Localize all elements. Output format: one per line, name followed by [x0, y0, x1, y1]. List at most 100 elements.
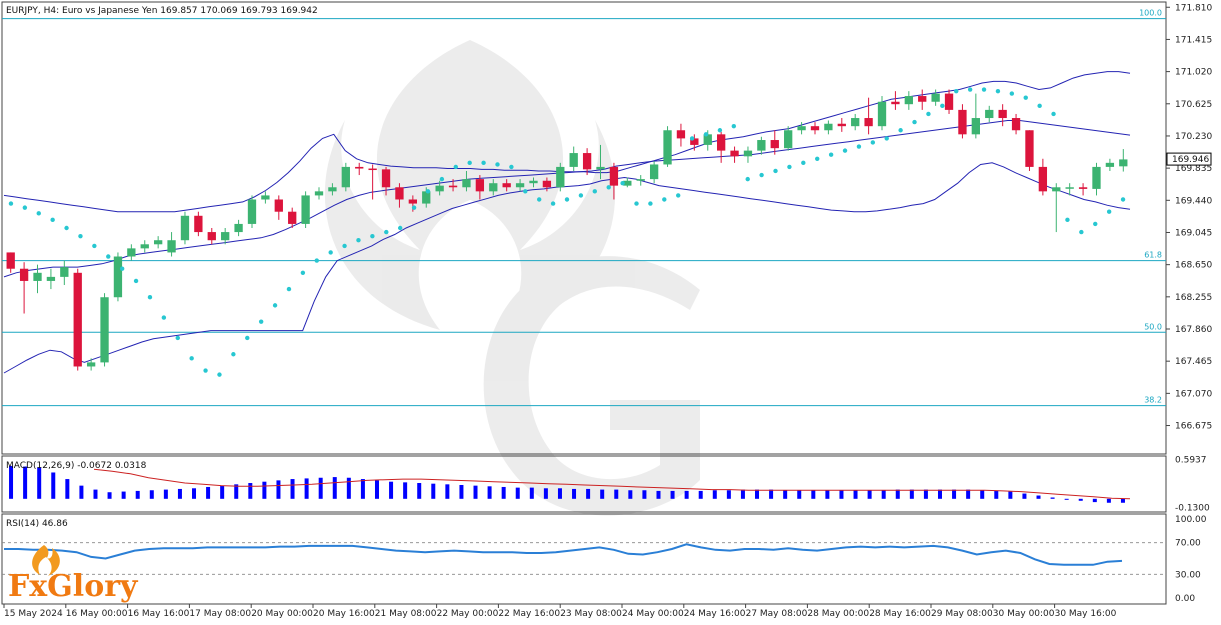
- candle: [1119, 149, 1128, 172]
- candle: [1078, 183, 1088, 196]
- candle: [448, 179, 458, 192]
- candle-body: [958, 109, 967, 135]
- macd-tick-label: 0.5937: [1175, 456, 1207, 466]
- macd-bar: [177, 488, 182, 499]
- rsi-title: RSI(14) 46.86: [6, 519, 68, 529]
- macd-bar: [952, 489, 957, 499]
- macd-bar: [65, 479, 70, 499]
- candle-body: [1038, 166, 1048, 192]
- candle: [851, 113, 860, 131]
- candle-body: [730, 150, 739, 157]
- sar-dot: [745, 176, 750, 182]
- fxglory-logo: FxGlory: [8, 545, 139, 604]
- candle-body: [569, 153, 578, 167]
- sar-dot: [592, 189, 598, 194]
- time-tick-label: 16 May 00:00: [66, 609, 128, 619]
- candle: [167, 232, 176, 257]
- macd-bar: [23, 466, 28, 499]
- sar-dot: [8, 201, 14, 206]
- candle-body: [395, 187, 404, 200]
- candle: [971, 93, 981, 139]
- price-tick-label: 169.045: [1175, 228, 1212, 238]
- macd-bar: [346, 477, 351, 499]
- macd-bar: [431, 483, 436, 499]
- sar-dot: [884, 136, 889, 141]
- candle-body: [1052, 187, 1061, 192]
- sar-dot: [995, 88, 1001, 94]
- candle: [944, 89, 954, 114]
- sar-dot: [92, 243, 97, 249]
- candle-body: [1119, 159, 1128, 167]
- time-tick-label: 28 May 00:00: [807, 609, 869, 619]
- candle-body: [247, 199, 257, 224]
- sar-dot: [258, 319, 264, 324]
- sar-dot: [759, 172, 764, 178]
- candle-body: [127, 248, 136, 257]
- macd-bar: [684, 490, 689, 499]
- candle-body: [475, 179, 485, 192]
- candle: [221, 228, 230, 245]
- macd-bar: [248, 483, 253, 499]
- candle-body: [408, 199, 418, 204]
- candle: [381, 166, 391, 196]
- candle: [19, 262, 29, 314]
- candle: [46, 268, 56, 290]
- macd-bar: [656, 490, 661, 499]
- candle-body: [596, 166, 605, 170]
- sar-dot: [981, 87, 987, 92]
- sar-dot: [78, 233, 83, 239]
- macd-bar: [1078, 498, 1083, 501]
- macd-bar: [107, 492, 112, 499]
- macd-bar: [135, 490, 140, 499]
- price-tick-label: 171.415: [1175, 35, 1212, 45]
- macd-bar: [445, 484, 450, 499]
- sar-dot: [342, 243, 347, 249]
- macd-tick-label: -0.1300: [1175, 503, 1210, 513]
- rsi-line: [4, 543, 1123, 566]
- candle: [770, 130, 779, 155]
- sar-dot: [439, 176, 445, 182]
- sar-dot: [731, 123, 737, 129]
- macd-bar: [529, 487, 534, 499]
- candle: [985, 105, 994, 123]
- chart-title: EURJPY, H4: Euro vs Japanese Yen 169.857…: [6, 6, 318, 16]
- sar-dot: [217, 372, 222, 377]
- time-tick-label: 27 May 08:00: [746, 609, 808, 619]
- candle-body: [60, 267, 69, 277]
- candle: [690, 134, 699, 151]
- candle: [395, 183, 404, 208]
- macd-bar: [1036, 495, 1041, 499]
- price-tick-label: 171.020: [1175, 68, 1212, 78]
- sar-dot: [689, 136, 695, 141]
- candle-body: [341, 166, 350, 188]
- time-tick-label: 29 May 08:00: [931, 609, 993, 619]
- macd-bar: [304, 478, 309, 499]
- candle: [757, 136, 766, 155]
- candle-body: [1078, 187, 1088, 189]
- candle: [730, 146, 739, 163]
- rsi-panel-frame: [1, 513, 1167, 605]
- candle: [502, 179, 511, 192]
- candle-body: [301, 195, 310, 224]
- macd-bar: [234, 484, 239, 499]
- candle-body: [690, 138, 699, 145]
- macd-bar: [980, 490, 985, 499]
- sar-dot: [523, 189, 528, 194]
- candle-body: [623, 180, 632, 186]
- sar-dot: [536, 197, 542, 202]
- macd-bar: [487, 486, 492, 499]
- macd-bar: [51, 472, 56, 499]
- macd-title: MACD(12,26,9) -0.0672 0.0318: [6, 461, 147, 471]
- candle-body: [515, 183, 525, 188]
- macd-bar: [93, 489, 98, 499]
- candle-body: [33, 272, 42, 281]
- candle-body: [328, 187, 337, 192]
- candle-body: [288, 211, 297, 224]
- candle: [113, 252, 123, 302]
- bb-upper-line: [3, 71, 1131, 213]
- candle-body: [985, 109, 994, 119]
- candle: [784, 126, 793, 151]
- sar-dot: [1079, 229, 1084, 235]
- macd-bar: [1092, 498, 1097, 503]
- candle: [958, 104, 967, 139]
